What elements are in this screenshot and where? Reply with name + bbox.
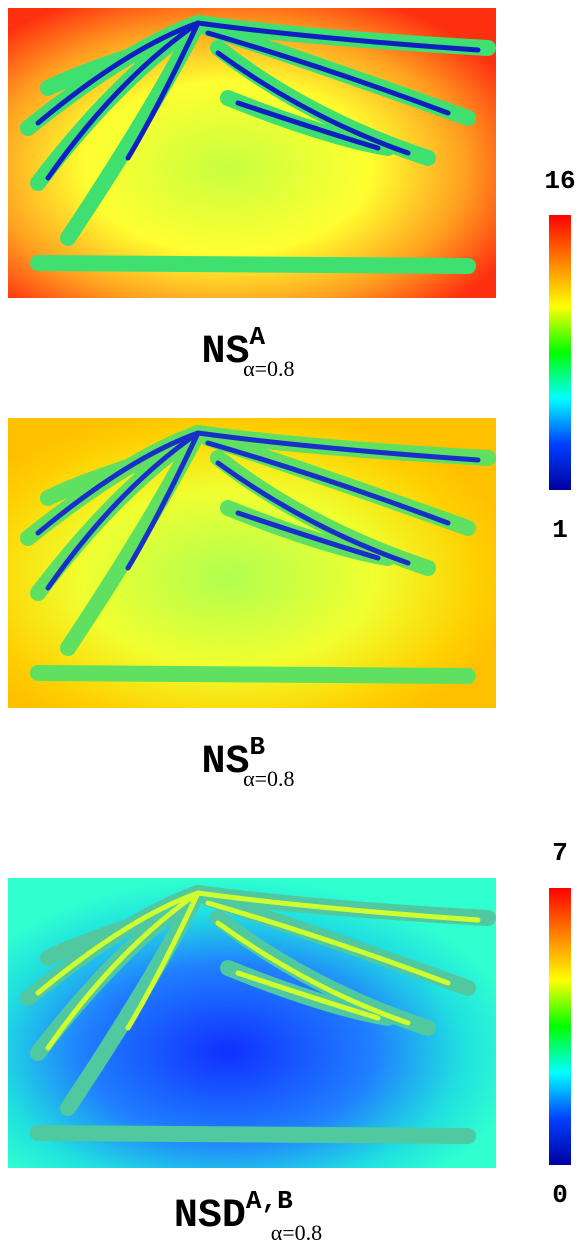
panel-label: NSBα=0.8	[0, 740, 496, 785]
label-sup: A,B	[246, 1186, 293, 1216]
heatmap-diff	[8, 878, 496, 1168]
heatmap-b	[8, 418, 496, 708]
colorbar	[549, 215, 571, 490]
figure: {"panels": [ {"label": {"base": "NS", "s…	[0, 0, 584, 1256]
label-sup: A	[249, 322, 265, 352]
label-sup: B	[249, 732, 265, 762]
label-sub: α=0.8	[271, 1220, 322, 1245]
panel-label: NSAα=0.8	[0, 330, 496, 375]
label-sub: α=0.8	[243, 356, 294, 381]
heatmap-a	[8, 8, 496, 298]
colorbar-max: 7	[530, 838, 584, 868]
colorbar-max: 16	[530, 166, 584, 196]
colorbar-min: 0	[530, 1180, 584, 1210]
label-base: NSD	[174, 1194, 246, 1239]
colorbar-min: 1	[530, 515, 584, 545]
panel-label: NSDA,Bα=0.8	[0, 1194, 496, 1239]
colorbar	[549, 888, 571, 1165]
label-sub: α=0.8	[243, 766, 294, 791]
